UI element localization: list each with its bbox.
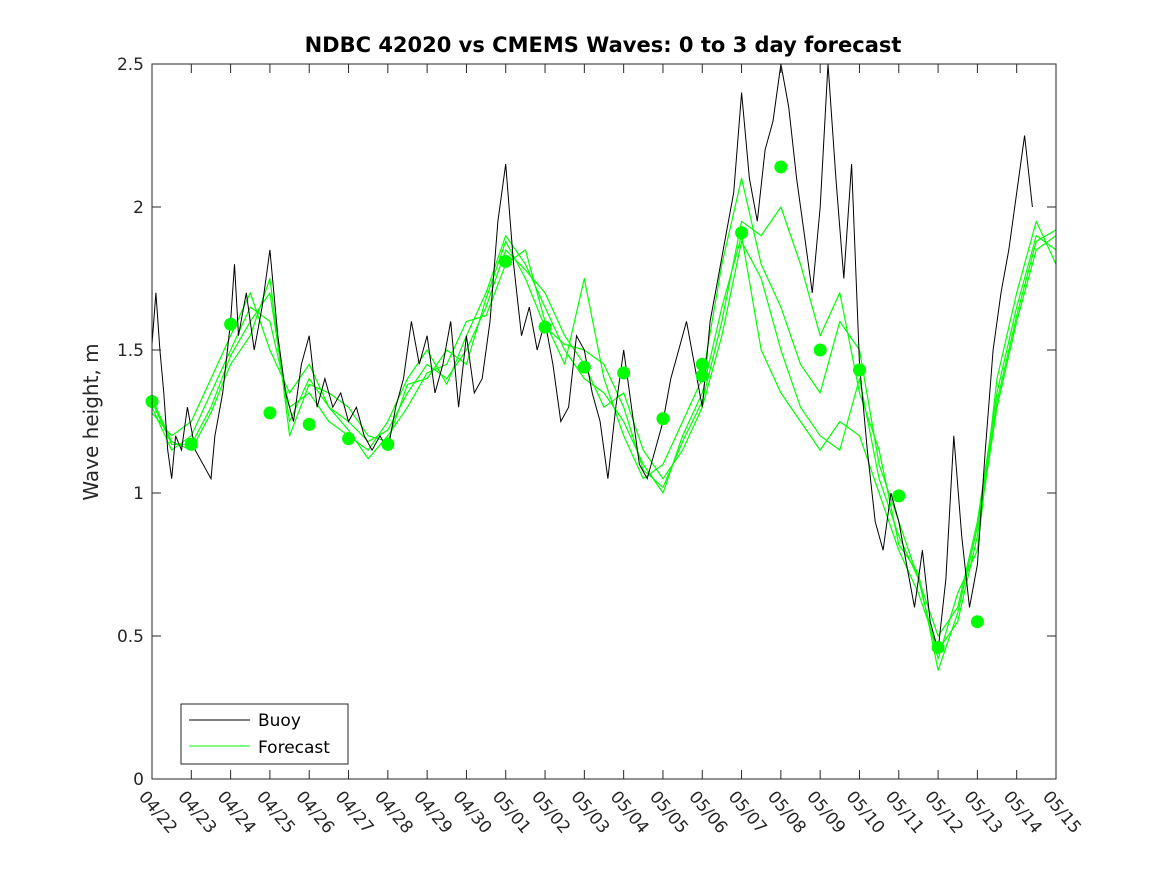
forecast-point: [774, 160, 788, 174]
forecast-point: [617, 366, 631, 380]
forecast-point: [184, 437, 198, 451]
forecast-point: [538, 320, 552, 334]
forecast-run-line: [151, 235, 1057, 637]
forecast-point: [302, 417, 316, 431]
forecast-point: [656, 412, 670, 426]
forecast-point: [577, 360, 591, 374]
forecast-point: [970, 615, 984, 629]
forecast-point: [852, 363, 866, 377]
legend-forecast-label: Forecast: [258, 738, 330, 758]
forecast-point: [381, 437, 395, 451]
y-tick-label: 1: [133, 484, 144, 504]
legend-box: [180, 703, 349, 765]
y-tick-label: 0: [133, 770, 144, 790]
forecast-run-line: [151, 235, 1057, 651]
axes-background: [152, 64, 1056, 779]
legend: Buoy Forecast: [180, 703, 349, 765]
forecast-point: [813, 343, 827, 357]
forecast-point: [892, 489, 906, 503]
forecast-point: [499, 254, 513, 268]
forecast-point: [931, 640, 945, 654]
y-ticks: 0 0.5 1 1.5 2 2.5: [117, 55, 1056, 790]
forecast-point: [735, 226, 749, 240]
forecast-point: [263, 406, 277, 420]
buoy-line: [151, 63, 1033, 651]
plot-area: [145, 63, 1057, 780]
forecast-point: [695, 357, 709, 371]
forecast-point: [695, 369, 709, 383]
y-tick-label: 0.5: [117, 627, 144, 647]
forecast-run-line: [151, 206, 1057, 671]
chart-title: NDBC 42020 vs CMEMS Waves: 0 to 3 day fo…: [305, 33, 902, 57]
axes-box: [151, 63, 1057, 780]
forecast-run-line: [151, 177, 1057, 660]
legend-buoy-label: Buoy: [258, 711, 301, 731]
y-tick-label: 2.5: [117, 55, 144, 75]
y-axis-label: Wave height, m: [79, 343, 103, 500]
y-tick-label: 1.5: [117, 341, 144, 361]
y-tick-label: 2: [133, 198, 144, 218]
forecast-point: [224, 317, 238, 331]
forecast-point: [342, 432, 356, 446]
